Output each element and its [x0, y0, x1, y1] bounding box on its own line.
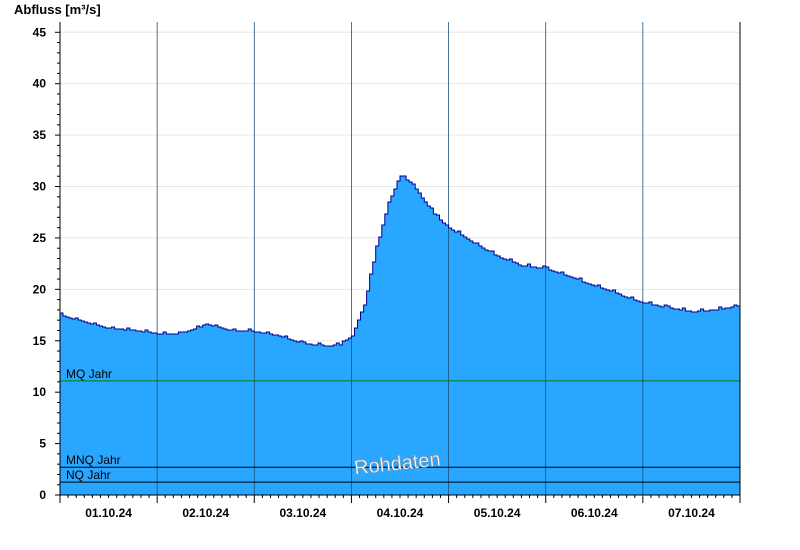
x-tick-label: 06.10.24	[571, 506, 618, 520]
day-separators	[156, 22, 644, 495]
x-tick-label: 07.10.24	[668, 506, 715, 520]
x-tick-label: 02.10.24	[182, 506, 229, 520]
discharge-line	[60, 175, 740, 347]
reference-line-label: NQ Jahr	[66, 468, 111, 482]
y-tick-label: 45	[33, 25, 47, 39]
y-ticks: 0 5 10 15 20 25 30 35 40 45	[33, 25, 60, 502]
y-tick-label: 0	[39, 488, 46, 502]
reference-line-label: MQ Jahr	[66, 367, 112, 381]
x-tick-label: 04.10.24	[377, 506, 424, 520]
x-tick-label: 03.10.24	[279, 506, 326, 520]
x-tick-label: 01.10.24	[85, 506, 132, 520]
y-tick-label: 10	[33, 385, 47, 399]
y-axis-label: Abfluss [m³/s]	[14, 2, 101, 17]
x-ticks: 01.10.24 02.10.24 03.10.24 04.10.24 05.10.24…	[59, 495, 741, 520]
discharge-area	[60, 176, 740, 495]
y-tick-label: 5	[39, 437, 46, 451]
y-tick-label: 25	[33, 231, 47, 245]
y-tick-label: 35	[33, 128, 47, 142]
y-tick-label: 40	[33, 77, 47, 91]
reference-line-label: MNQ Jahr	[66, 453, 121, 467]
y-tick-label: 30	[33, 180, 47, 194]
y-tick-label: 20	[33, 282, 47, 296]
x-tick-label: 05.10.24	[474, 506, 521, 520]
y-tick-label: 15	[33, 334, 47, 348]
